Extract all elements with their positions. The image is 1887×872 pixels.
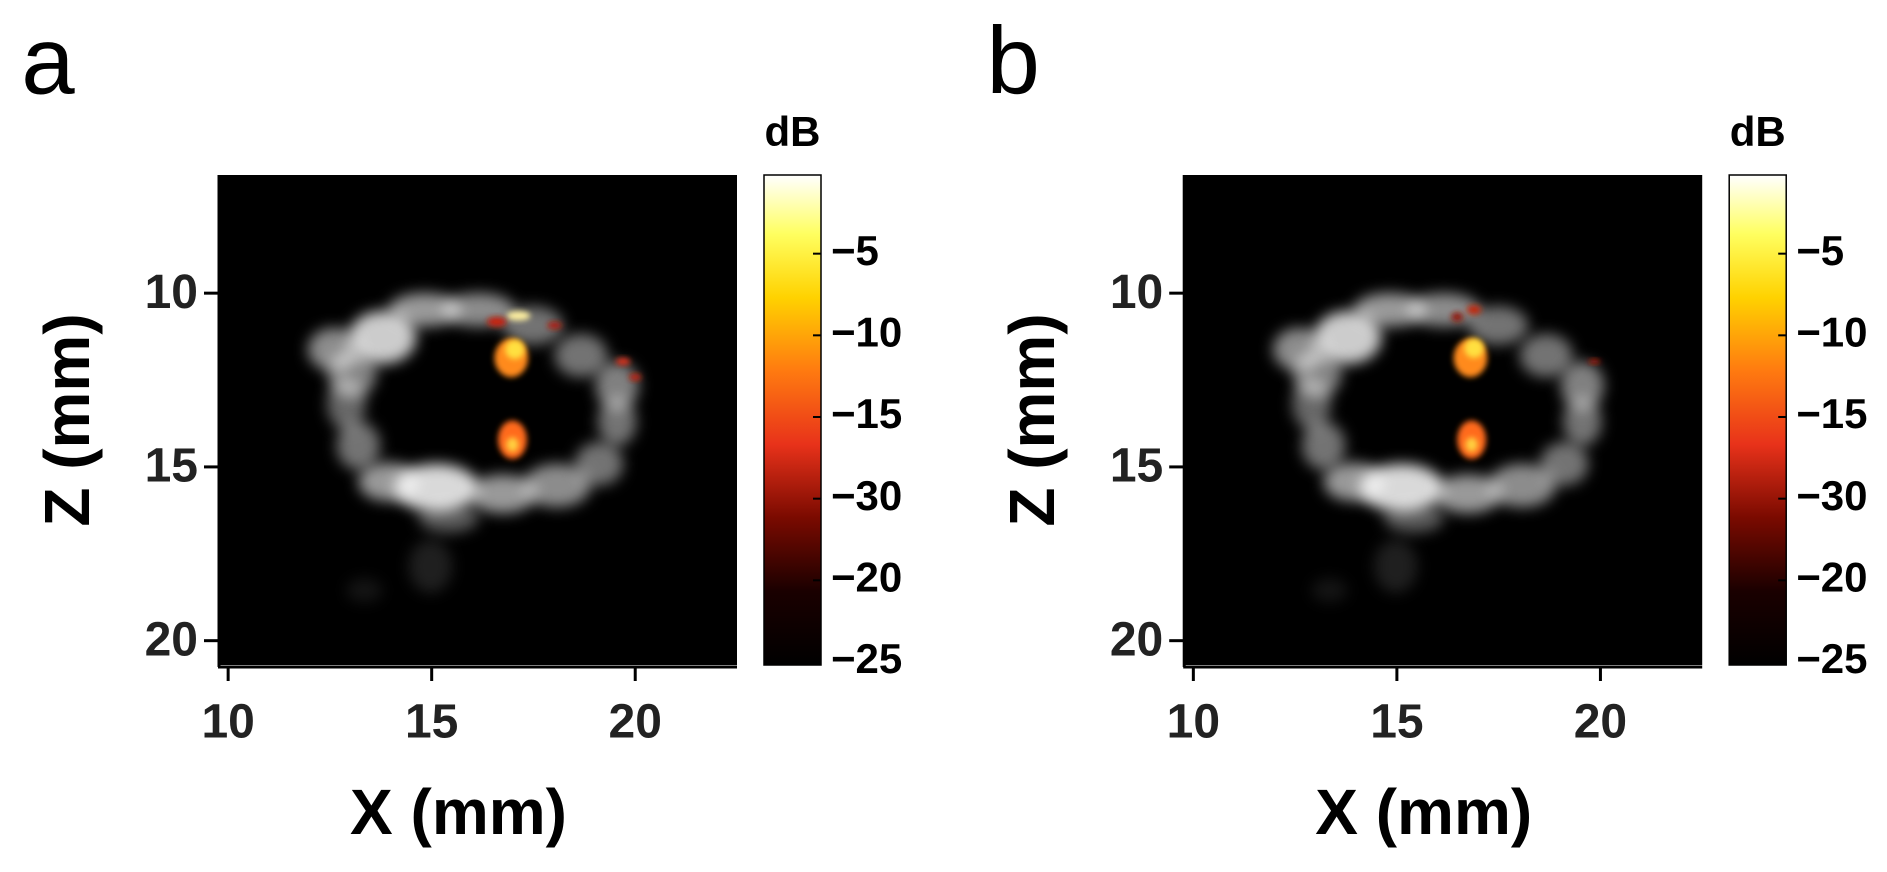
y-tick-label: 10 — [145, 266, 198, 319]
echo-blob — [1313, 310, 1382, 364]
x-tick-label: 10 — [1167, 696, 1220, 749]
hot-spot — [1465, 437, 1478, 452]
echo-blob — [597, 397, 637, 446]
colorbar-tick-label: −25 — [831, 635, 902, 682]
colorbar — [763, 174, 822, 666]
x-tick-label: 15 — [1370, 696, 1423, 749]
y-axis-label: Z (mm) — [31, 313, 103, 526]
echo-blob — [575, 442, 624, 486]
hot-spot — [547, 321, 562, 330]
echo-blob — [408, 539, 453, 593]
echo-blob — [1301, 421, 1346, 470]
echo-blob — [388, 292, 461, 327]
x-tick-label: 20 — [1574, 696, 1627, 749]
echo-blob — [1293, 349, 1342, 398]
colorbar-tick-label: −15 — [1796, 390, 1867, 437]
y-tick-label: 15 — [145, 440, 198, 493]
echo-blob — [1383, 503, 1444, 533]
y-tick-label: 15 — [1110, 440, 1163, 493]
echo-blob — [1519, 333, 1573, 378]
image-background — [1185, 175, 1703, 665]
ultrasound-image — [307, 292, 642, 603]
echo-blob — [1563, 397, 1602, 446]
colorbar-tick-label: −30 — [831, 472, 902, 519]
echo-blob — [336, 421, 381, 470]
colorbar-label: dB — [765, 108, 821, 155]
echo-blob — [1488, 463, 1556, 508]
colorbar-label: dB — [1730, 108, 1786, 155]
y-tick-label: 10 — [1110, 266, 1163, 319]
hot-spot — [505, 339, 525, 360]
echo-blob — [469, 474, 537, 514]
colorbar-tick-label: −30 — [1796, 472, 1867, 519]
echo-blob — [523, 463, 591, 508]
colorbar-tick-label: −15 — [831, 390, 902, 437]
x-tick-label: 15 — [405, 696, 458, 749]
y-tick-label: 20 — [1110, 613, 1163, 666]
echo-blob — [1540, 442, 1589, 486]
hot-spot — [1451, 312, 1464, 322]
echo-blob — [328, 349, 377, 398]
hot-spot — [506, 310, 531, 321]
panel-label: b — [987, 7, 1040, 114]
hot-spot — [1464, 338, 1484, 358]
hot-spot — [1588, 359, 1601, 364]
panel-label: a — [21, 7, 75, 114]
echo-blob — [348, 310, 417, 364]
hot-spot — [1466, 304, 1482, 315]
colorbar-tick-label: −20 — [831, 553, 902, 600]
colorbar-tick-label: −10 — [1796, 308, 1867, 355]
echo-blob — [595, 361, 639, 410]
x-axis-label: X (mm) — [1315, 776, 1532, 848]
echo-blob — [1434, 474, 1502, 514]
colorbar-tick-label: −5 — [831, 227, 879, 274]
colorbar-tick-label: −20 — [1796, 553, 1867, 600]
echo-blob — [1468, 306, 1529, 345]
image-background — [220, 175, 737, 665]
colorbar-tick-label: −5 — [1796, 227, 1844, 274]
echo-blob — [346, 578, 383, 603]
y-axis-label: Z (mm) — [996, 313, 1068, 526]
x-axis-label: X (mm) — [350, 776, 567, 848]
hot-spot — [629, 373, 642, 381]
echo-blob — [1374, 539, 1418, 593]
echo-blob — [1311, 578, 1348, 603]
colorbar — [1728, 174, 1787, 666]
y-tick-label: 20 — [145, 613, 198, 666]
x-tick-label: 10 — [201, 696, 254, 749]
hot-spot — [487, 317, 507, 327]
colorbar-tick-label: −10 — [831, 308, 902, 355]
echo-blob — [418, 503, 479, 533]
hot-spot — [506, 437, 519, 452]
echo-blob — [1353, 292, 1426, 327]
echo-blob — [554, 333, 608, 378]
colorbar-tick-label: −25 — [1796, 635, 1867, 682]
ultrasound-image — [1273, 292, 1605, 603]
echo-blob — [358, 462, 419, 502]
echo-blob — [1560, 361, 1605, 410]
echo-blob — [1323, 462, 1384, 502]
hot-spot — [615, 357, 631, 366]
x-tick-label: 20 — [609, 696, 662, 749]
